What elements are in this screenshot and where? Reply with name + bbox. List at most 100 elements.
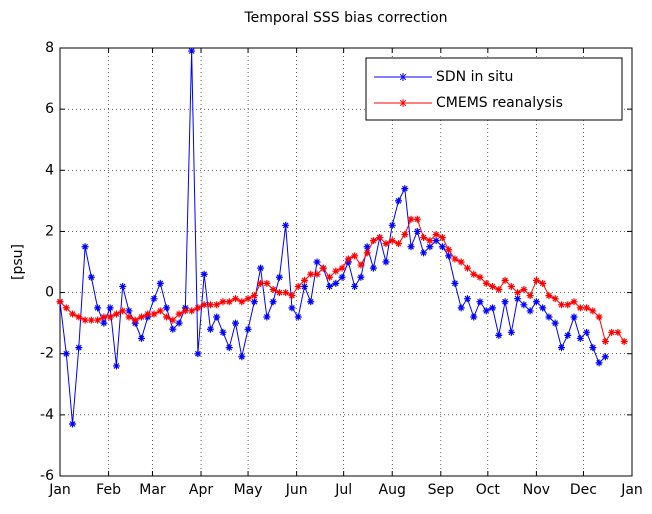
data-point xyxy=(401,230,409,238)
data-point xyxy=(62,304,70,312)
data-point xyxy=(232,295,240,303)
data-point xyxy=(451,255,459,263)
data-point xyxy=(351,252,359,260)
data-point xyxy=(244,325,252,333)
data-point xyxy=(394,197,402,205)
x-tick-label: May xyxy=(234,482,263,498)
data-point xyxy=(369,264,377,272)
data-point xyxy=(144,310,152,318)
data-point xyxy=(69,310,77,318)
data-point xyxy=(420,234,428,242)
data-point xyxy=(206,325,214,333)
data-point xyxy=(288,292,296,300)
data-point xyxy=(520,301,528,309)
data-point xyxy=(250,292,258,300)
data-point xyxy=(438,243,446,251)
data-point xyxy=(445,252,453,260)
data-point xyxy=(476,298,484,306)
data-point xyxy=(507,282,515,290)
y-tick-label: -4 xyxy=(40,407,54,423)
data-point xyxy=(376,234,384,242)
y-axis-label: [psu] xyxy=(10,244,26,280)
data-point xyxy=(532,276,540,284)
data-point xyxy=(476,273,484,281)
data-point xyxy=(131,316,139,324)
data-point xyxy=(520,286,528,294)
data-point xyxy=(576,334,584,342)
data-point xyxy=(507,328,515,336)
data-point xyxy=(238,353,246,361)
data-point xyxy=(200,270,208,278)
y-tick-label: 8 xyxy=(45,40,54,56)
data-point xyxy=(282,221,290,229)
data-point xyxy=(269,298,277,306)
data-point xyxy=(432,237,440,245)
legend-box xyxy=(365,57,623,121)
data-point xyxy=(232,319,240,327)
data-point xyxy=(614,328,622,336)
legend: SDN in situ CMEMS reanalysis xyxy=(365,57,623,121)
data-point xyxy=(332,267,340,275)
data-point xyxy=(56,298,64,306)
data-point xyxy=(119,282,127,290)
data-point xyxy=(119,307,127,315)
data-point xyxy=(363,249,371,257)
series-line xyxy=(59,51,606,425)
data-point xyxy=(219,298,227,306)
data-point xyxy=(382,240,390,248)
data-point xyxy=(307,270,315,278)
data-point xyxy=(495,331,503,339)
data-point xyxy=(595,359,603,367)
data-point xyxy=(150,295,158,303)
chart-title: Temporal SSS bias correction xyxy=(243,10,447,26)
data-point xyxy=(413,215,421,223)
data-point xyxy=(94,304,102,312)
data-point xyxy=(601,353,609,361)
x-tick-label: Oct xyxy=(476,482,501,498)
data-point xyxy=(87,273,95,281)
data-point xyxy=(608,328,616,336)
data-point xyxy=(514,289,522,297)
legend-label: CMEMS reanalysis xyxy=(436,95,563,111)
data-point xyxy=(81,243,89,251)
y-tick-label: 0 xyxy=(45,285,54,301)
data-point xyxy=(275,273,283,281)
data-point xyxy=(156,307,164,315)
data-point xyxy=(470,270,478,278)
data-point xyxy=(545,292,553,300)
data-point xyxy=(570,313,578,321)
data-point xyxy=(557,344,565,352)
data-point xyxy=(382,258,390,266)
data-point xyxy=(426,243,434,251)
data-point xyxy=(589,307,597,315)
data-point xyxy=(194,304,202,312)
data-point xyxy=(564,331,572,339)
x-tick-label: Sep xyxy=(428,482,455,498)
data-point xyxy=(75,313,83,321)
data-point xyxy=(250,298,258,306)
data-point xyxy=(112,310,120,318)
data-point xyxy=(169,325,177,333)
data-point xyxy=(489,304,497,312)
data-point xyxy=(125,307,133,315)
data-point xyxy=(163,304,171,312)
data-point xyxy=(269,286,277,294)
data-point xyxy=(445,246,453,254)
data-point xyxy=(495,286,503,294)
data-point xyxy=(206,301,214,309)
data-point xyxy=(620,337,628,345)
data-point xyxy=(275,289,283,297)
data-point xyxy=(213,313,221,321)
data-point xyxy=(501,298,509,306)
data-point xyxy=(94,316,102,324)
data-point xyxy=(407,243,415,251)
x-tick-label: Nov xyxy=(523,482,550,498)
x-tick-label: Jan xyxy=(48,482,71,498)
data-point xyxy=(213,301,221,309)
data-point xyxy=(564,301,572,309)
data-point xyxy=(87,316,95,324)
data-point xyxy=(75,344,83,352)
data-point xyxy=(369,237,377,245)
data-point xyxy=(169,316,177,324)
data-point xyxy=(257,279,265,287)
